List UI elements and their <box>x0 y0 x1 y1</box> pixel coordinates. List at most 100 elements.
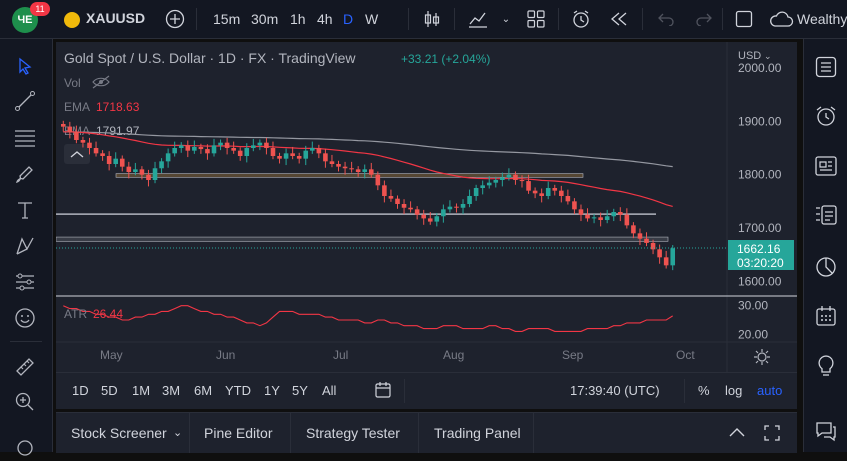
candle <box>454 206 459 208</box>
range-6m[interactable]: 6M <box>194 383 213 398</box>
range-3m[interactable]: 3M <box>162 383 181 398</box>
ema-fast-label: EMA <box>64 100 90 114</box>
candle <box>663 257 669 266</box>
candle <box>165 153 171 162</box>
log-toggle[interactable]: log <box>725 383 743 398</box>
clock-time[interactable]: 17:39:40 (UTC) <box>570 383 660 398</box>
range-ytd[interactable]: YTD <box>225 383 251 398</box>
magnet-icon[interactable] <box>12 435 38 461</box>
news-icon[interactable] <box>812 152 840 180</box>
undo-icon[interactable] <box>654 0 678 38</box>
brush-icon[interactable] <box>12 161 38 187</box>
zoom-icon[interactable] <box>12 389 38 415</box>
candle <box>585 214 590 219</box>
tab-stock-screener[interactable]: Stock Screener <box>71 425 167 441</box>
pattern-icon[interactable] <box>12 233 38 259</box>
layout-name[interactable]: Wealthy <box>797 11 847 27</box>
data-window-icon[interactable] <box>812 253 840 281</box>
price-tick: 1700.00 <box>738 221 782 235</box>
expand-panel-icon[interactable] <box>728 425 746 444</box>
interval-15m[interactable]: 15m <box>213 11 241 27</box>
candle <box>395 198 400 204</box>
atr-tick: 20.00 <box>738 327 768 341</box>
candle <box>447 206 453 210</box>
range-5d[interactable]: 5D <box>101 383 118 398</box>
date-range-icon[interactable] <box>374 381 392 404</box>
horizontal-zone[interactable] <box>115 173 584 178</box>
interval-w[interactable]: W <box>365 11 379 27</box>
range-1y[interactable]: 1Y <box>264 383 280 398</box>
month-label: Jun <box>216 348 235 362</box>
layout-icon[interactable] <box>524 0 548 38</box>
auto-toggle[interactable]: auto <box>757 383 783 398</box>
maximize-panel-icon[interactable] <box>764 425 780 446</box>
range-5y[interactable]: 5Y <box>292 383 308 398</box>
chart-area[interactable]: Gold Spot / U.S. Dollar · 1D · FX · Trad… <box>55 42 797 372</box>
candle <box>362 169 368 172</box>
candle <box>264 142 269 148</box>
chat-icon[interactable] <box>812 417 840 445</box>
indicators-chevron-icon[interactable]: ⌄ <box>501 13 511 25</box>
candle <box>192 146 197 151</box>
candle <box>198 146 204 150</box>
top-toolbar: ЧЕ 11 XAUUSD ⌄ Wealthy 15m 30m 1h 4h D W <box>0 0 847 39</box>
fib-retracement-icon[interactable] <box>12 125 38 151</box>
atr-label: ATR <box>64 307 87 321</box>
interval-30m[interactable]: 30m <box>251 11 279 27</box>
watchlist-icon[interactable] <box>812 53 840 81</box>
stock-screener-chevron-icon[interactable]: ⌄ <box>173 427 183 439</box>
cloud-icon[interactable] <box>768 0 794 38</box>
tab-pine-editor[interactable]: Pine Editor <box>204 425 273 441</box>
candle <box>552 188 558 191</box>
candle-style-icon[interactable] <box>420 0 444 38</box>
text-icon[interactable] <box>12 197 38 223</box>
ruler-icon[interactable] <box>12 354 38 380</box>
percent-toggle[interactable]: % <box>698 383 710 398</box>
month-label: Jul <box>333 348 348 362</box>
candle <box>368 169 374 175</box>
candle <box>572 201 577 210</box>
redo-icon[interactable] <box>692 0 716 38</box>
add-symbol-icon[interactable] <box>164 0 186 38</box>
emoji-icon[interactable] <box>12 305 38 331</box>
range-1d[interactable]: 1D <box>72 383 89 398</box>
currency-chevron-icon[interactable]: ⌄ <box>764 51 772 61</box>
range-all[interactable]: All <box>322 383 337 398</box>
tab-trading-panel[interactable]: Trading Panel <box>434 425 521 441</box>
calendar-icon[interactable] <box>812 302 840 330</box>
range-1m[interactable]: 1M <box>132 383 151 398</box>
candle <box>60 124 66 127</box>
fullscreen-icon[interactable] <box>732 0 756 38</box>
candle <box>178 145 184 148</box>
prediction-icon[interactable] <box>12 269 38 295</box>
visibility-eye-icon[interactable] <box>92 75 110 89</box>
indicators-icon[interactable] <box>464 0 492 38</box>
symbol-search[interactable]: XAUUSD <box>86 10 146 26</box>
calendar-list-icon[interactable] <box>812 201 840 229</box>
chart-settings-icon[interactable] <box>754 349 770 365</box>
currency-selector[interactable]: USD <box>738 50 761 62</box>
tab-strategy-tester[interactable]: Strategy Tester <box>306 425 400 441</box>
collapse-legend-button[interactable] <box>64 144 90 164</box>
trend-line-icon[interactable] <box>12 88 38 114</box>
candle <box>441 209 446 217</box>
horizontal-zone[interactable] <box>55 236 669 242</box>
candle <box>526 181 531 191</box>
atr-value: 26.44 <box>93 307 123 321</box>
candle <box>670 248 676 266</box>
alert-icon[interactable] <box>568 0 594 38</box>
candle <box>93 148 99 154</box>
alarm-icon[interactable] <box>812 102 840 130</box>
candle <box>506 174 512 178</box>
right-sidebar <box>803 39 847 452</box>
candle <box>513 174 518 180</box>
interval-4h[interactable]: 4h <box>317 11 333 27</box>
candle <box>74 132 79 140</box>
interval-d[interactable]: D <box>343 11 354 27</box>
replay-icon[interactable] <box>606 0 632 38</box>
chart-title: Gold Spot / U.S. Dollar · 1D · FX · Trad… <box>64 50 356 66</box>
candle <box>224 142 230 148</box>
cursor-icon[interactable] <box>12 53 38 79</box>
ideas-icon[interactable] <box>812 352 840 380</box>
interval-1h[interactable]: 1h <box>290 11 306 27</box>
